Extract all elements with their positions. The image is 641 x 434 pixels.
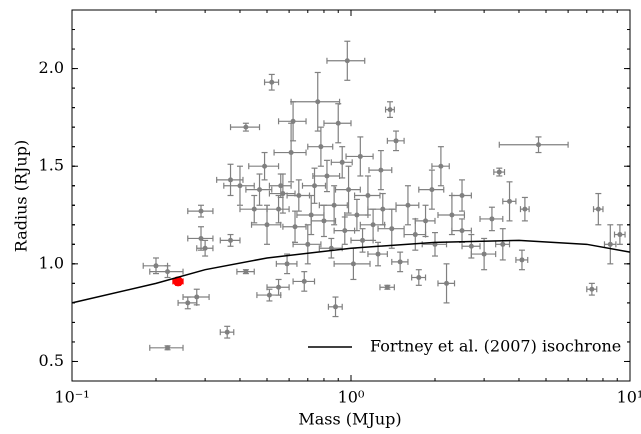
data-point — [389, 226, 395, 232]
data-point — [165, 269, 171, 275]
data-point — [489, 216, 495, 222]
data-point — [412, 232, 418, 238]
data-point — [468, 243, 474, 249]
y-axis-label: Radius (RJup) — [12, 140, 31, 252]
data-point — [237, 183, 243, 189]
data-point — [276, 206, 282, 212]
data-point — [165, 345, 171, 351]
data-point — [194, 294, 200, 300]
data-point — [405, 202, 411, 208]
data-point — [173, 276, 184, 287]
data-point — [292, 224, 298, 230]
data-point — [384, 284, 390, 290]
data-point — [290, 118, 296, 124]
data-point — [365, 193, 371, 198]
data-point — [308, 212, 314, 218]
data-point — [595, 206, 601, 212]
data-point — [449, 212, 455, 218]
x-tick-label: 10⁻¹ — [54, 388, 89, 407]
data-point — [288, 150, 294, 156]
data-point — [266, 292, 272, 298]
data-point — [522, 206, 528, 212]
data-point — [185, 300, 191, 306]
data-point — [370, 222, 376, 228]
data-point — [496, 169, 502, 175]
data-point — [536, 142, 542, 148]
isochrone-line — [71, 239, 631, 304]
x-axis-label: Mass (MJup) — [298, 410, 401, 429]
data-point — [387, 107, 393, 113]
data-point — [296, 193, 302, 198]
data-point — [346, 187, 352, 193]
data-point — [318, 144, 324, 150]
data-point — [324, 173, 330, 179]
data-point — [305, 241, 311, 247]
data-point — [224, 329, 230, 335]
data-point — [360, 237, 366, 243]
data-point — [459, 228, 465, 234]
data-point — [350, 261, 356, 267]
data-point — [357, 153, 363, 159]
data-point — [507, 198, 513, 204]
data-point — [198, 235, 204, 241]
legend-label: Fortney et al. (2007) isochrone — [370, 337, 621, 356]
data-point — [519, 257, 525, 263]
data-point — [375, 251, 381, 257]
data-point — [276, 284, 282, 290]
data-point — [284, 261, 290, 267]
data-point — [331, 202, 337, 208]
data-point — [438, 163, 444, 169]
data-point — [228, 177, 234, 183]
y-tick-label: 0.5 — [39, 351, 64, 370]
data-point — [589, 286, 595, 292]
data-point — [243, 124, 249, 130]
data-point — [312, 183, 318, 189]
data-point — [333, 304, 339, 310]
data-point — [243, 269, 249, 275]
data-point — [251, 206, 257, 212]
data-point — [397, 259, 403, 265]
data-point — [228, 237, 234, 243]
y-tick-label: 2.0 — [39, 58, 64, 77]
data-point — [280, 191, 286, 197]
data-point — [444, 280, 450, 286]
data-point — [202, 245, 208, 251]
data-point — [481, 251, 487, 257]
data-point — [344, 58, 350, 64]
data-point — [321, 218, 327, 224]
data-point — [257, 187, 263, 193]
data-point — [393, 138, 399, 144]
data-point — [607, 241, 613, 247]
data-point — [459, 193, 465, 198]
data-point — [342, 228, 348, 234]
data-point — [429, 187, 435, 193]
data-point — [153, 263, 159, 269]
data-point — [315, 99, 321, 105]
x-tick-label: 10¹ — [617, 388, 641, 407]
plot-frame — [71, 9, 631, 382]
data-point — [269, 79, 275, 85]
data-point — [301, 278, 307, 284]
data-point — [354, 212, 360, 218]
data-point — [335, 120, 341, 126]
data-point — [617, 232, 623, 238]
data-point — [380, 206, 386, 212]
data-point — [339, 159, 345, 165]
data-point — [262, 163, 268, 169]
data-point — [423, 218, 429, 224]
data-point — [198, 208, 204, 214]
x-tick-label: 10⁰ — [338, 388, 365, 407]
data-point — [500, 241, 506, 247]
data-point — [328, 245, 334, 251]
y-tick-label: 1.5 — [39, 156, 64, 175]
data-point — [278, 183, 284, 189]
data-point — [264, 222, 270, 228]
y-tick-label: 1.0 — [39, 253, 64, 272]
data-point — [378, 167, 384, 173]
data-point — [416, 275, 422, 281]
